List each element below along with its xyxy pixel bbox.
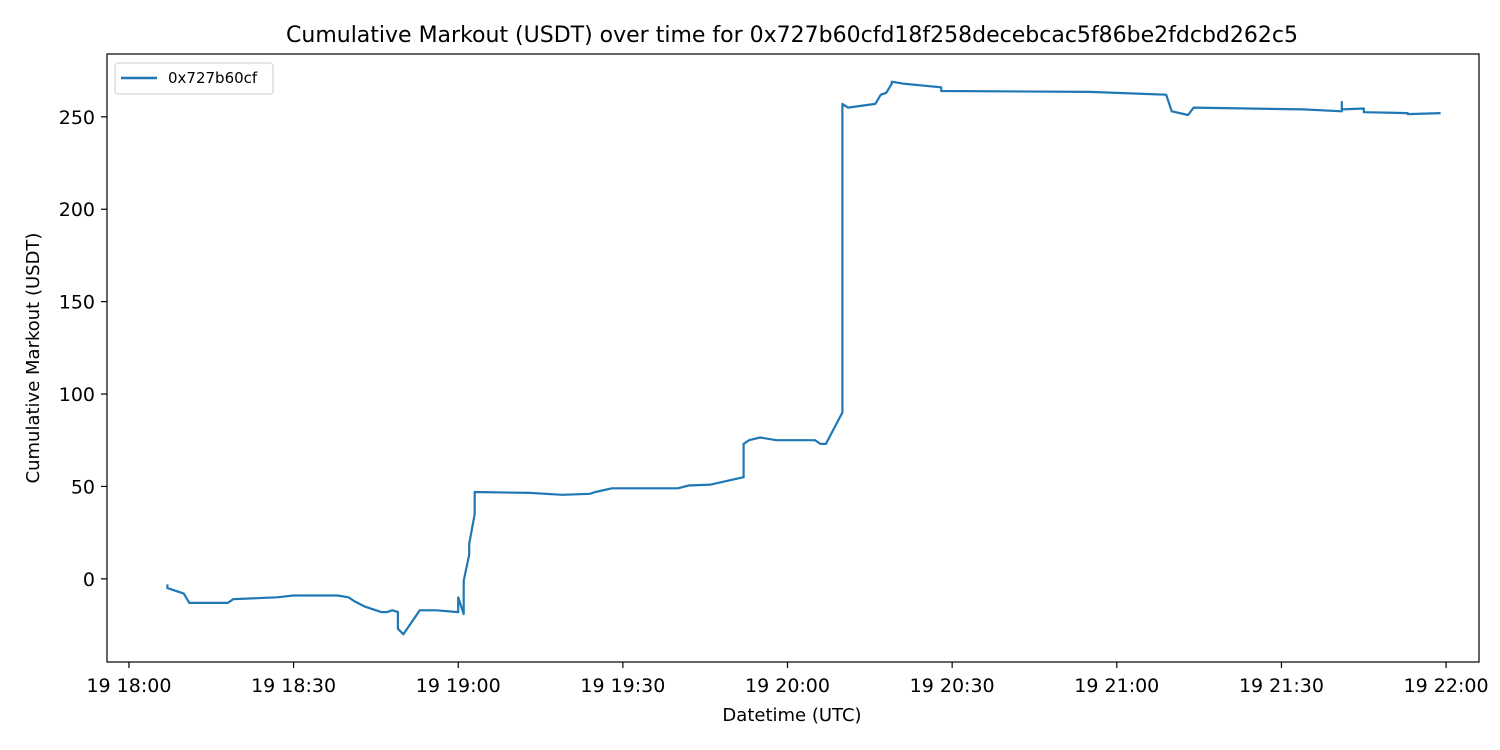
- y-tick-label: 250: [59, 107, 95, 129]
- y-axis-label: Cumulative Markout (USDT): [23, 233, 44, 484]
- x-axis-label: Datetime (UTC): [722, 705, 861, 726]
- y-axis: 0 50 100 150 200 250: [59, 107, 107, 591]
- y-tick-label: 100: [59, 384, 95, 406]
- y-tick-label: 150: [59, 292, 95, 314]
- x-tick-label: 19 21:30: [1239, 675, 1324, 697]
- x-tick-label: 19 19:30: [580, 675, 665, 697]
- x-tick-label: 19 22:00: [1404, 675, 1489, 697]
- series-layer: [166, 80, 1441, 636]
- x-tick-label: 19 18:30: [251, 675, 336, 697]
- x-tick-label: 19 19:00: [416, 675, 501, 697]
- x-tick-label: 19 18:00: [86, 675, 171, 697]
- y-tick-label: 0: [83, 569, 95, 591]
- legend-label: 0x727b60cf: [168, 69, 258, 87]
- y-tick-label: 200: [59, 199, 95, 221]
- legend: 0x727b60cf: [114, 62, 274, 95]
- x-tick-label: 19 20:00: [745, 675, 830, 697]
- chart-title: Cumulative Markout (USDT) over time for …: [286, 23, 1298, 48]
- plot-area: [106, 53, 1480, 663]
- series-line: [166, 80, 1441, 636]
- x-tick-label: 19 21:00: [1074, 675, 1159, 697]
- x-axis: 19 18:00 19 18:30 19 19:00 19 19:30 19 20:00…: [86, 662, 1489, 697]
- y-tick-label: 50: [71, 476, 95, 498]
- legend-box: [114, 62, 274, 95]
- x-tick-label: 19 20:30: [910, 675, 995, 697]
